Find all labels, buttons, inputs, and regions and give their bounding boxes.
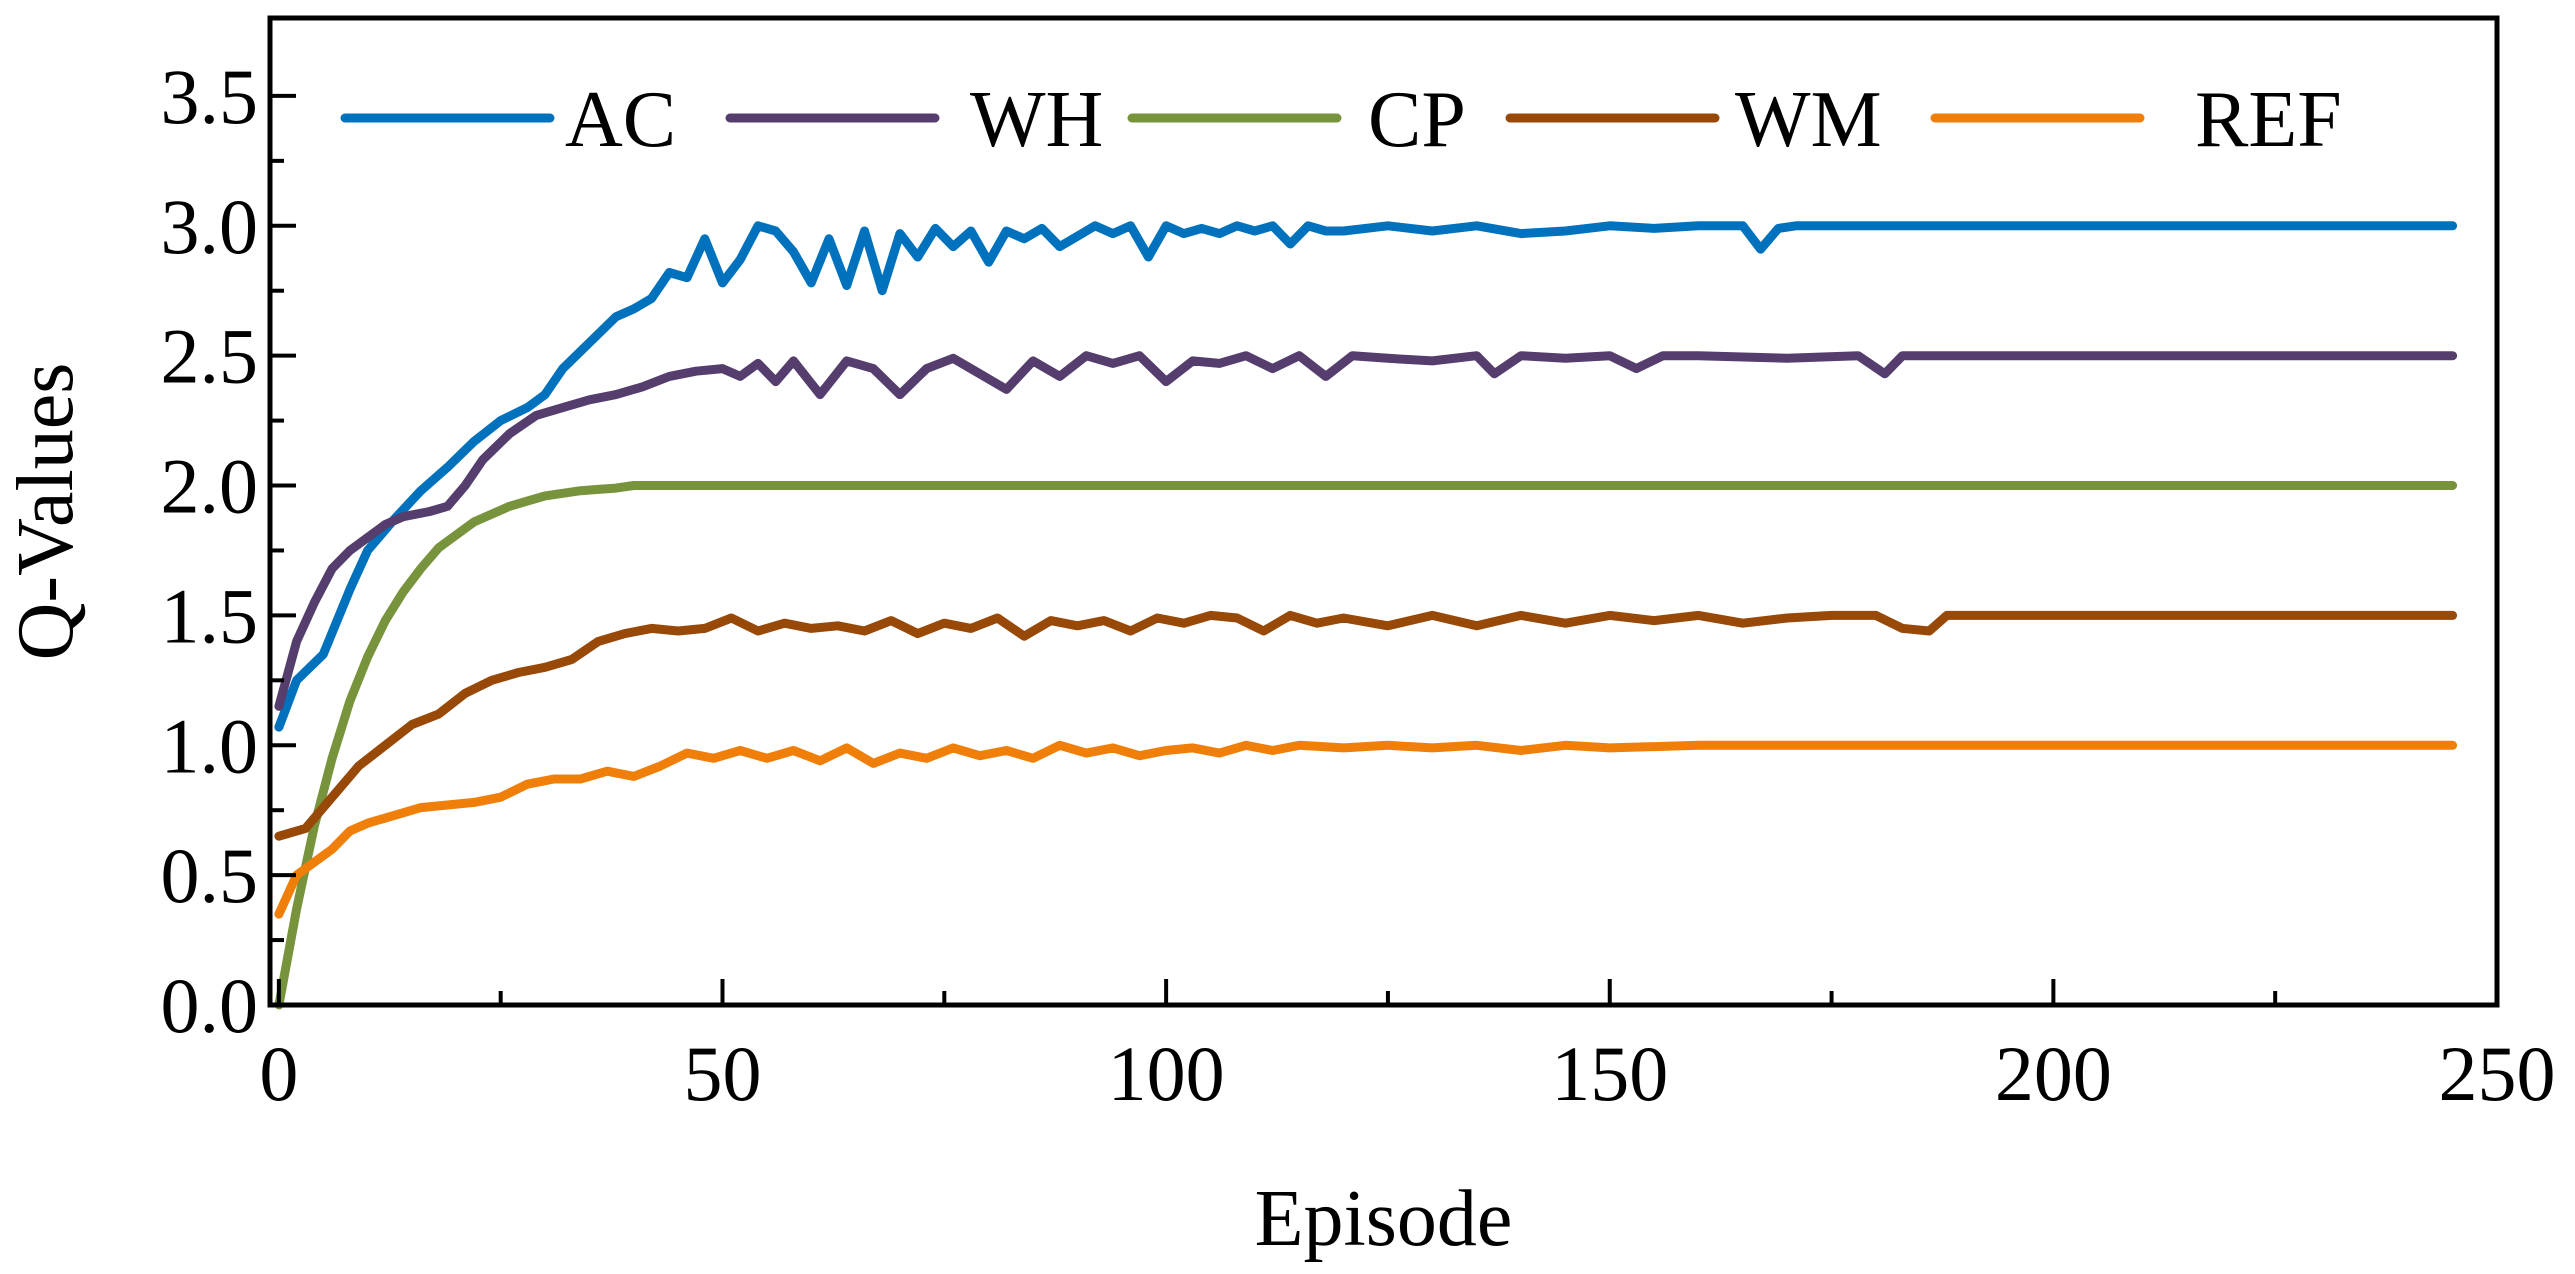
legend-item-wh: WH	[725, 76, 1103, 164]
legend: AC WH CP WM REF	[340, 76, 2342, 164]
y-tick-label: 0.0	[161, 962, 259, 1049]
series-line-wm	[274, 610, 2458, 841]
ticks-layer: 0 50 100 150 200 250 0.0 0.5 1.0 1.5 2.0 2.5 3.0 3.5	[161, 53, 2556, 1117]
legend-item-ac: AC	[340, 76, 676, 164]
legend-label: AC	[565, 76, 676, 164]
y-tick-label: 1.5	[161, 572, 259, 659]
legend-label: WM	[1735, 76, 1882, 164]
legend-label: WH	[970, 76, 1103, 164]
y-tick-label: 0.5	[161, 832, 259, 919]
y-tick-label: 3.0	[161, 183, 259, 270]
series-line-cp	[274, 481, 2458, 1010]
x-tick-label: 100	[1108, 1030, 1225, 1117]
series-line-ac	[274, 221, 2458, 732]
y-tick-label: 2.0	[161, 443, 259, 530]
y-axis-title: Q-Values	[2, 363, 90, 661]
legend-label: CP	[1368, 76, 1466, 164]
y-tick-label: 2.5	[161, 313, 259, 400]
legend-label: REF	[2195, 76, 2342, 164]
series-layer	[274, 221, 2458, 1010]
legend-item-ref: REF	[1930, 76, 2342, 164]
x-tick-label: 50	[683, 1030, 761, 1117]
legend-item-wm: WM	[1505, 76, 1882, 164]
y-tick-label: 3.5	[161, 53, 259, 140]
x-tick-label: 250	[2439, 1030, 2556, 1117]
y-tick-label: 1.0	[161, 702, 259, 789]
x-tick-label: 0	[259, 1030, 298, 1117]
x-axis-title: Episode	[1255, 1175, 1513, 1263]
series-line-ref	[274, 740, 2458, 919]
plot-area-frame	[267, 15, 2500, 1008]
x-tick-label: 150	[1551, 1030, 1668, 1117]
legend-item-cp: CP	[1127, 76, 1466, 164]
x-tick-label: 200	[1995, 1030, 2112, 1117]
series-line-wh	[274, 351, 2458, 711]
